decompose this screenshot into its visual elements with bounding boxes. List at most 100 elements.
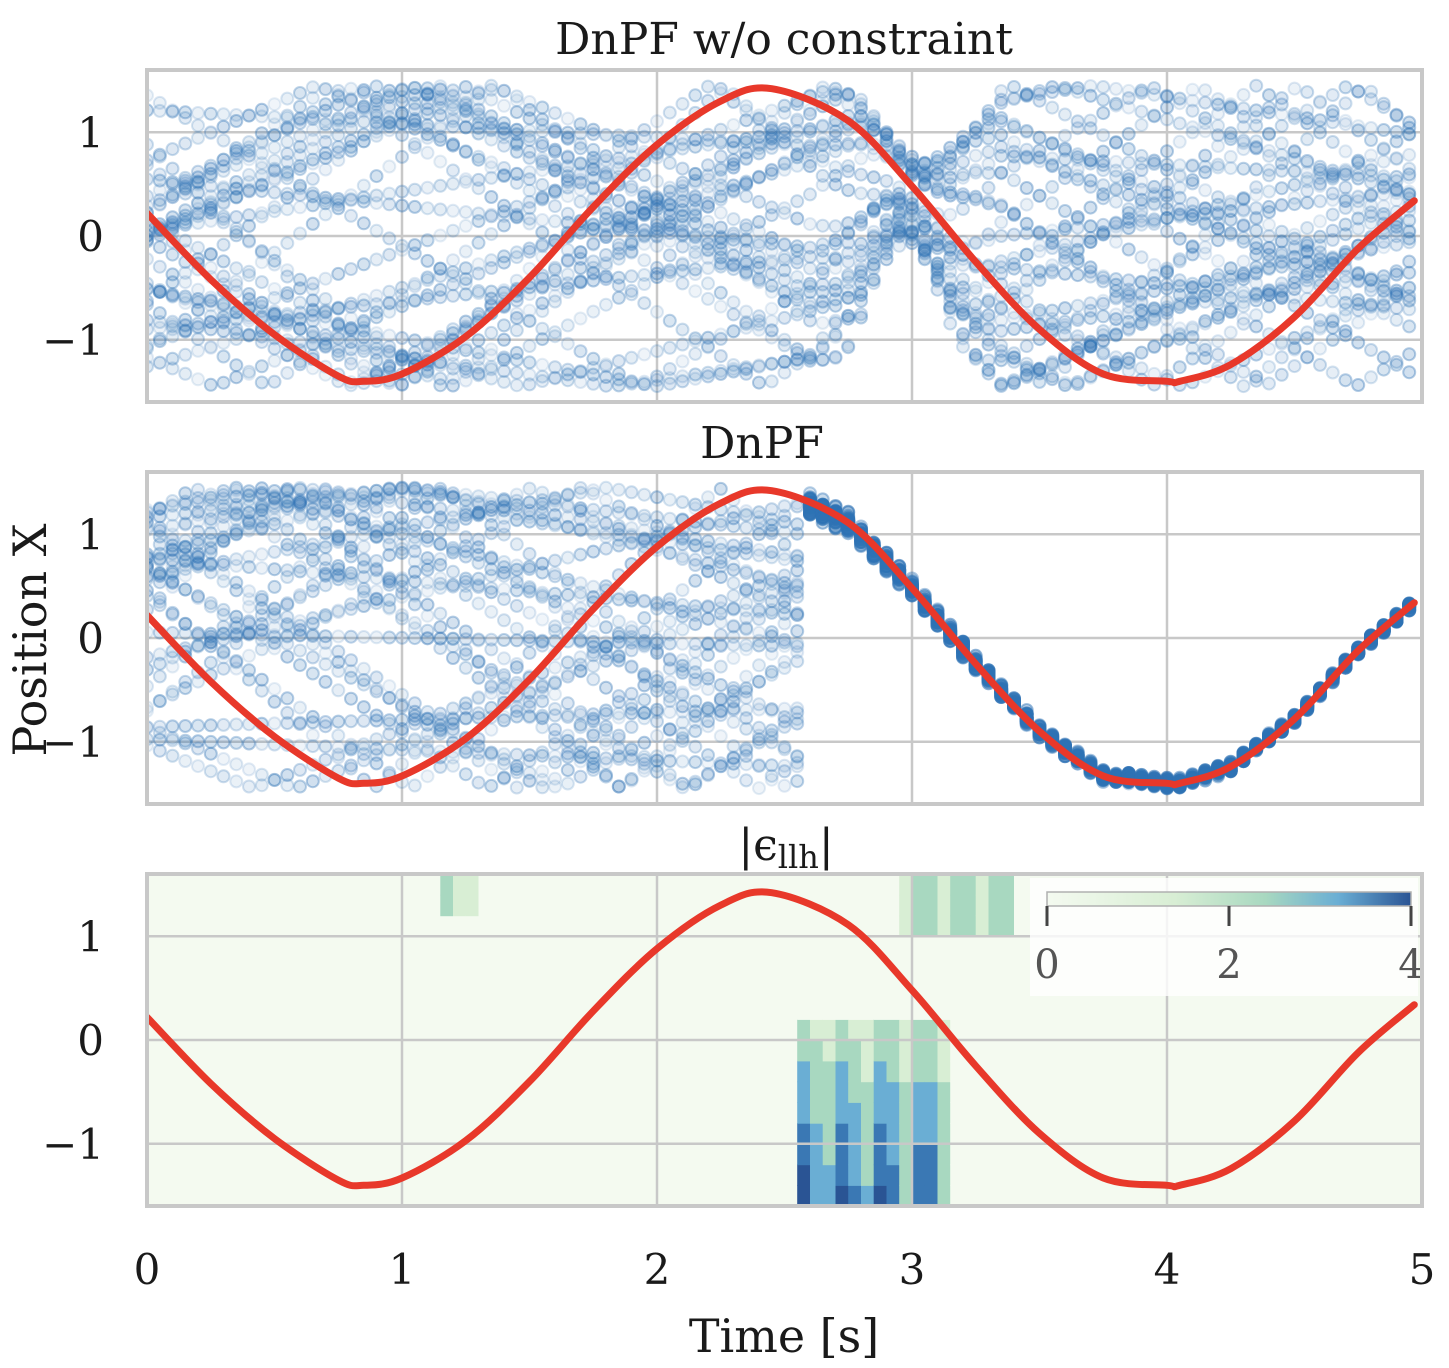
particle-point — [739, 145, 754, 160]
particle-point — [726, 739, 741, 754]
particle-point — [458, 696, 473, 711]
particle-point — [1364, 188, 1378, 203]
particle-point — [637, 253, 652, 268]
particle-point — [522, 216, 537, 231]
particle-point — [956, 154, 970, 169]
particle-point — [611, 151, 626, 166]
particle-point — [662, 340, 677, 355]
particle-point — [344, 208, 358, 223]
particle-point — [522, 111, 537, 126]
particle-point — [216, 554, 231, 569]
particle-point — [1172, 209, 1187, 224]
particle-point — [1109, 291, 1123, 306]
particle-point — [1096, 346, 1111, 361]
particle-point — [1376, 269, 1391, 284]
particle-point — [1121, 305, 1136, 320]
particle-point — [229, 210, 244, 224]
particle-point — [548, 294, 562, 309]
particle-point — [777, 122, 792, 137]
particle-point — [382, 630, 397, 645]
particle-point — [866, 201, 881, 215]
particle-point — [764, 130, 779, 144]
particle-point — [178, 291, 193, 306]
particle-point — [178, 494, 193, 509]
particle-point — [484, 722, 499, 737]
particle-point — [599, 153, 613, 168]
particle-point — [471, 152, 486, 167]
particle-point — [624, 201, 639, 215]
particle-point — [675, 354, 690, 369]
particle-point — [382, 247, 397, 262]
particle-point — [165, 210, 180, 225]
particle-point — [1096, 227, 1111, 242]
particle-point — [752, 238, 766, 253]
particle-point — [1274, 276, 1289, 291]
particle-point — [764, 301, 779, 316]
particle-point — [905, 226, 919, 241]
particle-point — [713, 555, 728, 570]
particle-point — [917, 252, 932, 267]
particle-point — [497, 747, 511, 762]
particle-point — [344, 114, 358, 129]
particle-point — [1045, 137, 1060, 152]
particle-point — [407, 238, 422, 253]
particle-point — [611, 251, 626, 266]
particle-point — [892, 138, 907, 153]
particle-point — [917, 170, 932, 185]
particle-point — [917, 214, 932, 229]
particle-point — [764, 603, 779, 617]
particle-point — [535, 745, 550, 760]
particle-point — [229, 370, 244, 385]
particle-point — [331, 300, 346, 315]
particle-point — [165, 177, 180, 191]
particle-point — [1134, 192, 1149, 207]
particle-point — [701, 291, 715, 306]
particle-point — [650, 199, 664, 214]
particle-point — [216, 212, 231, 226]
particle-point — [866, 273, 881, 288]
particle-point — [586, 254, 601, 269]
particle-point — [152, 197, 167, 211]
particle-point — [1083, 153, 1098, 168]
particle-point — [905, 201, 919, 216]
particle-point — [930, 256, 945, 271]
particle-point — [726, 178, 741, 193]
particle-point — [662, 705, 677, 720]
particle-point — [535, 280, 550, 295]
particle-point — [994, 84, 1009, 99]
particle-point — [535, 163, 550, 178]
particle-point — [815, 237, 830, 252]
particle-point — [981, 308, 996, 323]
particle-point — [178, 275, 193, 290]
particle-point — [981, 362, 996, 377]
particle-point — [599, 706, 613, 721]
particle-point — [331, 488, 346, 503]
particle-point — [344, 262, 358, 277]
particle-point — [726, 256, 741, 271]
particle-point — [191, 734, 205, 749]
particle-point — [573, 364, 588, 379]
particle-point — [994, 254, 1009, 269]
particle-point — [815, 243, 830, 258]
particle-point — [522, 355, 537, 370]
particle-point — [879, 227, 894, 242]
particle-point — [471, 102, 486, 117]
particle-point — [764, 254, 779, 269]
particle-point — [509, 207, 524, 222]
particle-point — [191, 170, 205, 185]
particle-point — [1045, 151, 1060, 166]
particle-point — [356, 104, 371, 119]
particle-point — [1070, 329, 1085, 344]
particle-point — [331, 97, 346, 112]
particle-point — [586, 181, 601, 196]
particle-point — [624, 620, 639, 635]
particle-point — [573, 141, 588, 156]
particle-point — [650, 221, 664, 236]
particle-point — [433, 378, 448, 393]
particle-point — [586, 142, 601, 157]
particle-point — [790, 112, 805, 127]
particle-point — [841, 225, 856, 240]
particle-point — [165, 361, 180, 376]
particle-point — [1121, 293, 1136, 308]
particle-point — [1147, 87, 1162, 102]
